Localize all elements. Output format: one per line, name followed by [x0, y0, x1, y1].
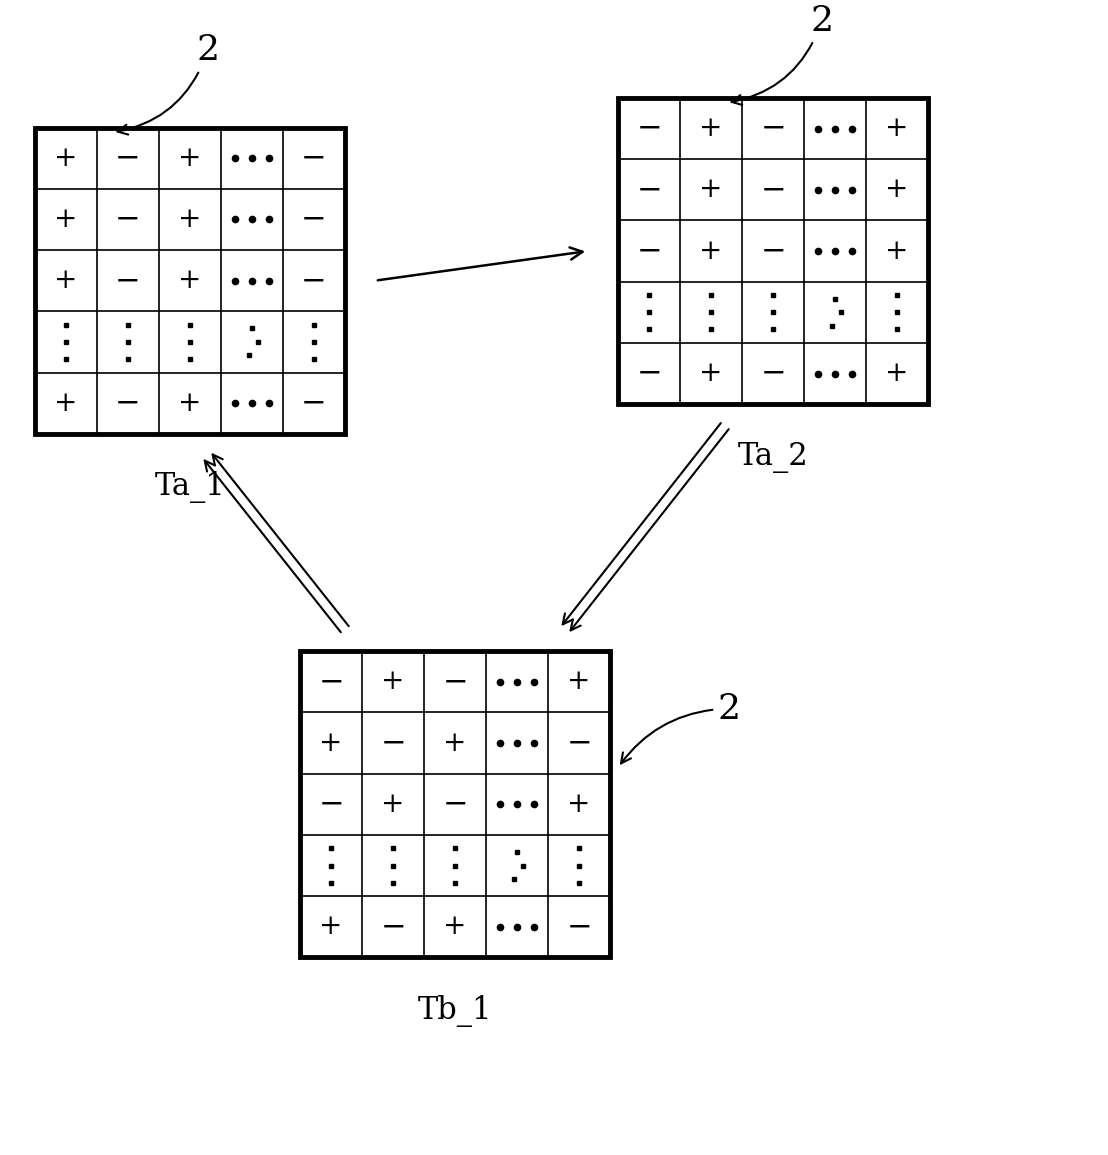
Text: −: −: [760, 358, 786, 389]
Text: +: +: [319, 914, 342, 940]
FancyArrowPatch shape: [571, 430, 729, 631]
Text: −: −: [380, 911, 406, 942]
Text: −: −: [636, 358, 661, 389]
Text: Ta_2: Ta_2: [738, 441, 809, 472]
Text: −: −: [301, 388, 327, 418]
Text: −: −: [301, 266, 327, 296]
Text: −: −: [760, 236, 786, 267]
Text: +: +: [699, 360, 722, 387]
Bar: [618, 98, 929, 404]
Text: −: −: [318, 666, 343, 698]
FancyArrowPatch shape: [563, 423, 721, 625]
Text: Ta_1: Ta_1: [155, 471, 225, 504]
Text: +: +: [699, 116, 722, 142]
Text: −: −: [380, 728, 406, 759]
Text: 2: 2: [731, 3, 833, 105]
Text: +: +: [885, 238, 909, 264]
Text: +: +: [885, 116, 909, 142]
FancyArrowPatch shape: [213, 455, 349, 626]
Text: +: +: [178, 389, 202, 417]
Text: +: +: [443, 730, 466, 757]
Text: +: +: [381, 791, 404, 818]
Bar: [300, 651, 611, 957]
Text: +: +: [54, 206, 78, 233]
Text: −: −: [636, 236, 661, 267]
FancyArrowPatch shape: [205, 461, 341, 632]
Text: −: −: [115, 143, 141, 173]
Text: −: −: [115, 388, 141, 418]
Text: +: +: [885, 360, 909, 387]
Text: −: −: [760, 113, 786, 144]
Text: 2: 2: [117, 33, 219, 135]
Text: +: +: [54, 389, 78, 417]
Text: +: +: [699, 238, 722, 264]
Text: +: +: [885, 177, 909, 203]
Text: +: +: [567, 791, 591, 818]
Text: +: +: [381, 669, 404, 695]
Text: −: −: [636, 113, 661, 144]
Text: −: −: [760, 174, 786, 206]
Text: Tb_1: Tb_1: [418, 994, 492, 1027]
Text: +: +: [178, 206, 202, 233]
Text: −: −: [442, 666, 468, 698]
Text: −: −: [442, 789, 468, 820]
Text: +: +: [567, 669, 591, 695]
Text: +: +: [178, 144, 202, 172]
Text: −: −: [301, 204, 327, 234]
Text: −: −: [115, 204, 141, 234]
Text: −: −: [566, 911, 592, 942]
Text: +: +: [54, 144, 78, 172]
Text: +: +: [699, 177, 722, 203]
Text: −: −: [636, 174, 661, 206]
Text: −: −: [566, 728, 592, 759]
Text: +: +: [178, 267, 202, 295]
Text: −: −: [301, 143, 327, 173]
Text: −: −: [115, 266, 141, 296]
Bar: [35, 127, 345, 434]
Text: −: −: [318, 789, 343, 820]
Text: +: +: [443, 914, 466, 940]
Text: +: +: [319, 730, 342, 757]
Text: 2: 2: [620, 692, 741, 763]
Text: +: +: [54, 267, 78, 295]
